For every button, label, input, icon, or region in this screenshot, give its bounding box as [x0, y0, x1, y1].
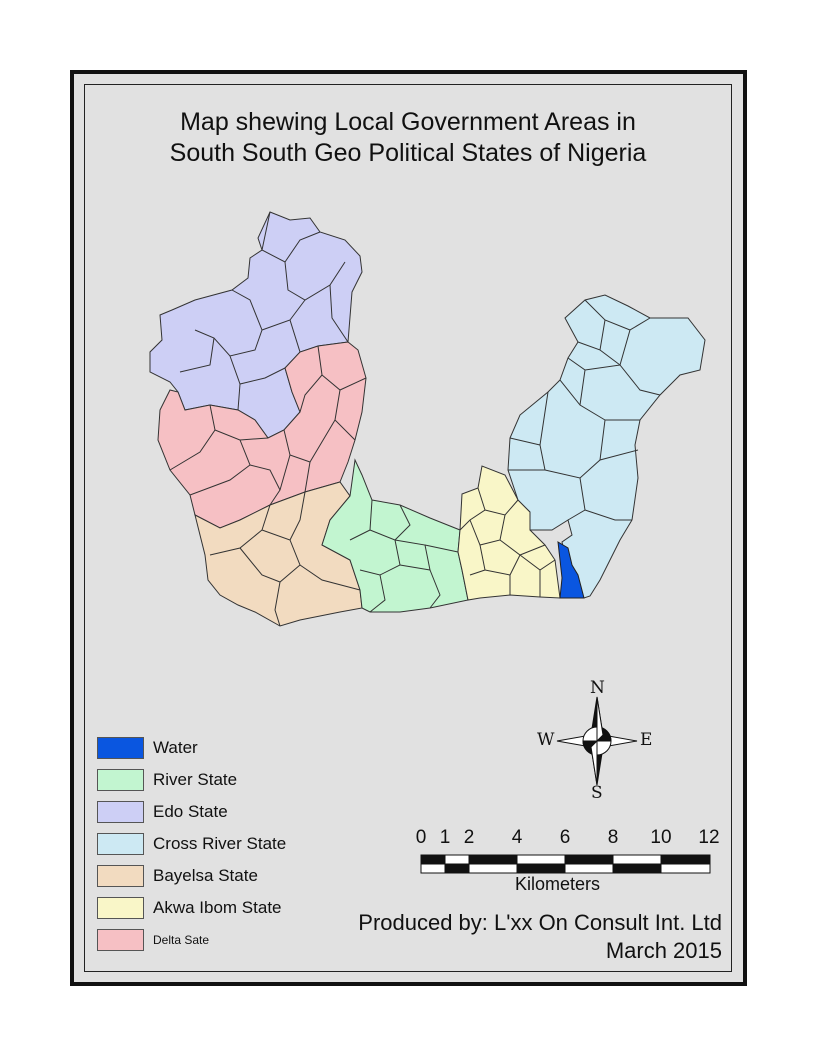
scale-bar: [420, 854, 711, 874]
region-crossriver: [507, 294, 706, 599]
legend-swatch-akwaibom: [97, 897, 144, 919]
legend-label-water: Water: [153, 738, 198, 757]
region-delta: [157, 341, 367, 529]
legend-label-delta: Delta Sate: [153, 933, 210, 947]
legend-swatch-delta: [97, 929, 144, 951]
region-water: [557, 541, 585, 599]
legend-label-crossriver: Cross River State: [153, 834, 287, 853]
scale-tick: 12: [698, 827, 720, 848]
scale-tick: 6: [559, 827, 571, 848]
credit-date: March 2015: [605, 938, 722, 963]
map-title-line1: Map shewing Local Government Areas in: [180, 108, 636, 136]
compass-west-label: W: [537, 730, 555, 750]
scale-tick: 0: [415, 827, 427, 848]
compass-north-label: N: [590, 678, 605, 698]
legend-swatch-crossriver: [97, 833, 144, 855]
lga-boundaries: [169, 211, 661, 627]
legend-label-bayelsa: Bayelsa State: [153, 866, 258, 885]
credit-producer: Produced by: L'xx On Consult Int. Ltd: [358, 910, 722, 935]
legend-label-akwaibom: Akwa Ibom State: [153, 898, 282, 917]
legend-swatch-bayelsa: [97, 865, 144, 887]
compass-south-label: S: [591, 783, 603, 803]
legend-swatch-river: [97, 769, 144, 791]
scale-units-label: Kilometers: [515, 874, 601, 894]
legend-label-river: River State: [153, 770, 238, 789]
scale-tick: 2: [463, 827, 475, 848]
scale-tick: 8: [607, 827, 619, 848]
map-neatline: [84, 84, 732, 972]
scale-tick: 4: [511, 827, 523, 848]
scale-tick: 1: [439, 827, 451, 848]
legend-label-edo: Edo State: [153, 802, 228, 821]
legend-swatch-edo: [97, 801, 144, 823]
map-title-line2: South South Geo Political States of Nige…: [169, 139, 647, 167]
compass-east-label: E: [640, 730, 653, 750]
region-akwaibom: [457, 465, 561, 601]
scale-tick: 10: [650, 827, 672, 848]
north-arrow-icon: [556, 696, 638, 786]
legend-swatch-water: [97, 737, 144, 759]
